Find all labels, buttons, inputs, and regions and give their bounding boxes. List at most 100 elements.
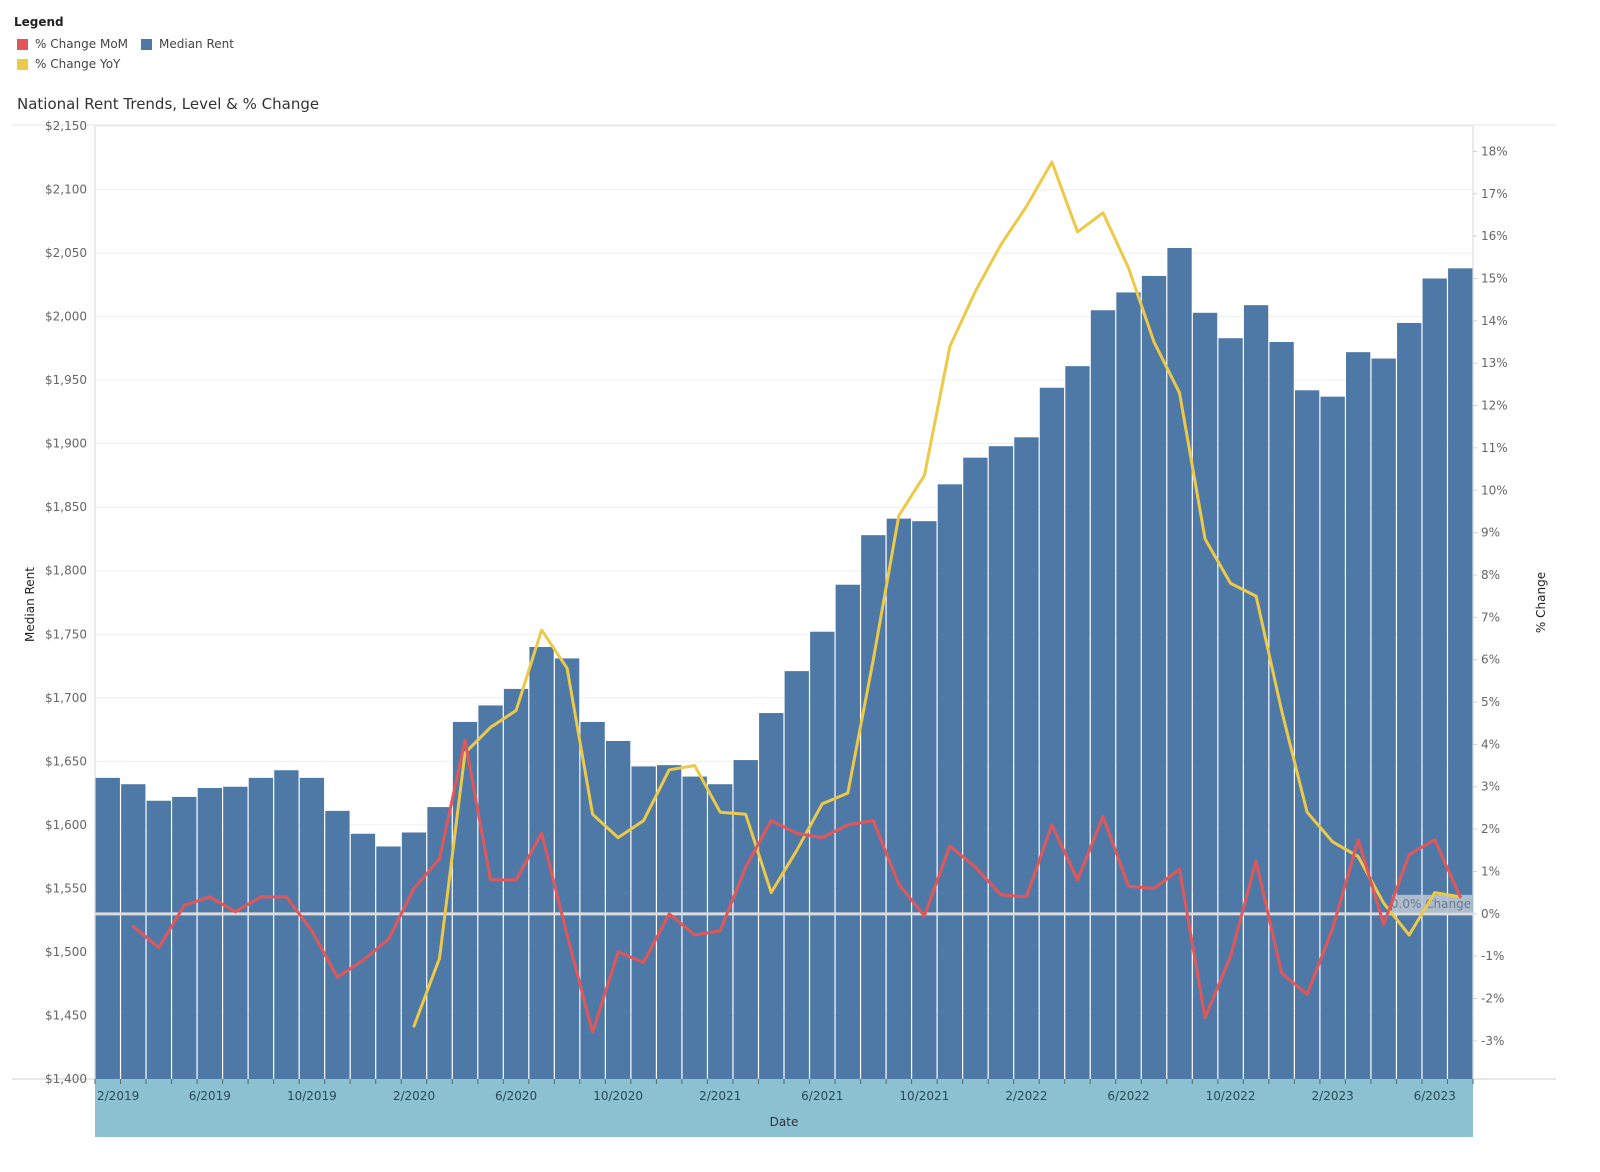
median-rent-bar [1014,437,1039,1079]
legend-label-yoy: % Change YoY [35,57,121,71]
median-rent-bar [631,766,656,1079]
median-rent-bar [1371,358,1396,1080]
x-tick-label: 2/2022 [1005,1089,1047,1103]
x-tick-label: 6/2023 [1414,1089,1456,1103]
median-rent-bar [1218,338,1243,1080]
x-tick-label: 2/2023 [1312,1089,1354,1103]
median-rent-bar [350,833,376,1079]
median-rent-bar [1039,387,1065,1079]
median-rent-bar [886,518,911,1079]
y2-tick-label: 2% [1481,822,1500,836]
median-rent-bar [1422,278,1447,1080]
median-rent-bar [1448,268,1473,1079]
legend-item-yoy[interactable]: % Change YoY [17,57,120,71]
median-rent-bar [1065,366,1090,1079]
y2-tick-label: 7% [1481,610,1500,624]
x-tick-label: 6/2021 [801,1089,843,1103]
median-rent-bar [121,784,146,1079]
y-axis-title: Median Rent [23,567,37,642]
median-rent-bar [1141,275,1167,1079]
y2-tick-label: 6% [1481,653,1500,667]
y2-tick-label: 10% [1481,483,1508,497]
x-tick-label: 2/2019 [97,1089,139,1103]
median-rent-bar [1243,305,1269,1079]
legend-item-mom[interactable]: % Change MoM [17,37,128,51]
y2-tick-label: 5% [1481,695,1500,709]
x-axis-title: Date [770,1115,799,1129]
median-rent-bar [401,832,427,1079]
legend-label-median-rent: Median Rent [159,37,234,51]
y-tick-label: $1,400 [45,1072,87,1086]
median-rent-bar [580,721,605,1079]
median-rent-bar [223,786,248,1079]
y2-tick-label: 8% [1481,568,1500,582]
y2-tick-label: 13% [1481,356,1508,370]
median-rent-bar [1167,247,1192,1079]
x-tick-label: 2/2020 [393,1089,435,1103]
x-tick-label: 10/2020 [593,1089,643,1103]
y-tick-label: $2,050 [45,246,87,260]
y-tick-label: $1,500 [45,945,87,959]
median-rent-bar [937,484,963,1079]
y-tick-label: $1,800 [45,564,87,578]
y2-tick-label: 15% [1481,271,1508,285]
median-rent-bar [963,457,988,1079]
x-tick-label: 10/2022 [1206,1089,1256,1103]
median-rent-bar [1294,390,1320,1079]
median-rent-bar [1090,310,1116,1079]
y-tick-label: $2,000 [45,310,87,324]
x-tick-label: 2/2021 [699,1089,741,1103]
median-rent-bar [784,671,809,1079]
x-tick-label: 10/2021 [899,1089,949,1103]
y2-tick-label: -2% [1481,992,1504,1006]
median-rent-bar [861,535,886,1079]
median-rent-bar [325,810,350,1079]
y2-tick-label: -3% [1481,1034,1504,1048]
y-tick-label: $2,100 [45,183,87,197]
median-rent-bar [478,705,503,1079]
median-rent-bar [1192,312,1218,1080]
mom-change-line [131,738,1462,1034]
median-rent-bar [376,846,401,1079]
y2-tick-label: 16% [1481,229,1508,243]
y-tick-label: $1,950 [45,373,87,387]
median-rent-bar [835,584,860,1079]
y2-tick-label: 12% [1481,399,1508,413]
y-tick-label: $2,150 [45,119,87,133]
x-tick-label: 6/2020 [495,1089,537,1103]
y2-tick-label: 3% [1481,780,1500,794]
y-tick-label: $1,700 [45,691,87,705]
legend-title: Legend [14,15,64,29]
x-tick-label: 10/2019 [287,1089,337,1103]
y2-tick-label: -1% [1481,949,1504,963]
y-tick-label: $1,900 [45,437,87,451]
yoy-change-line [412,160,1462,1028]
median-rent-bar [1397,322,1422,1079]
median-rent-bar [1320,396,1345,1080]
x-tick-label: 6/2022 [1107,1089,1149,1103]
median-rent-bar [95,777,120,1079]
median-rent-bar [172,796,197,1079]
y2-tick-label: 1% [1481,864,1500,878]
y-tick-label: $1,850 [45,500,87,514]
y2-tick-label: 17% [1481,187,1508,201]
y2-tick-label: 18% [1481,144,1508,158]
median-rent-bar [605,741,631,1079]
median-rent-bar [248,777,274,1079]
chart-title: National Rent Trends, Level & % Change [17,95,320,113]
y2-tick-label: 11% [1481,441,1508,455]
median-rent-bar [810,631,835,1079]
reference-line-label: 0.0% Change [1391,897,1471,911]
y2-tick-label: 9% [1481,526,1500,540]
median-rent-bar [1116,292,1141,1079]
legend-item-median-rent[interactable]: Median Rent [141,37,234,51]
median-rent-bar [759,713,784,1079]
y-tick-label: $1,550 [45,881,87,895]
reference-label-background [1392,894,1472,913]
median-rent-bar [503,688,529,1079]
median-rent-bar [733,760,758,1079]
median-rent-bar [988,446,1014,1079]
median-rent-bar [912,521,937,1079]
x-axis-band [95,1079,1473,1137]
